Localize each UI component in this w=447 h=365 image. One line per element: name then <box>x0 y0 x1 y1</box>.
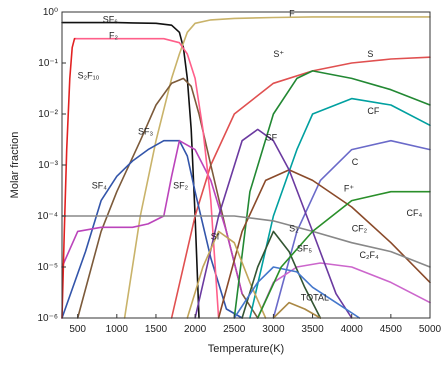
y-tick-label: 10⁻² <box>38 109 58 120</box>
x-tick-label: 2000 <box>184 324 207 335</box>
series-label: S₂F₁₀ <box>78 70 100 80</box>
series-label: SF <box>266 133 278 143</box>
series-line <box>241 230 322 319</box>
series-label: CF₄ <box>407 208 423 218</box>
series-line <box>61 215 431 268</box>
plot-background <box>62 12 430 318</box>
series-label: C <box>352 157 359 167</box>
series-label: F⁺ <box>344 184 354 194</box>
series-label: CF₂ <box>352 223 368 233</box>
y-tick-label: 10⁻⁴ <box>37 211 58 222</box>
series-line <box>272 139 431 319</box>
series-line <box>61 37 77 319</box>
y-tick-label: 10⁻⁵ <box>37 262 58 273</box>
series-label: F₂ <box>109 31 118 41</box>
series-layer <box>61 16 431 319</box>
series-label: S₂ <box>289 223 299 233</box>
series-line <box>186 230 267 319</box>
series-label: SF₃ <box>138 126 154 136</box>
y-tick-label: 10⁻⁶ <box>37 313 58 324</box>
series-label: SF₅ <box>297 244 313 254</box>
series-line <box>256 190 431 319</box>
series-line <box>249 97 431 319</box>
series-label: TOTAL <box>301 293 329 303</box>
x-tick-label: 500 <box>69 324 86 335</box>
series-line <box>170 56 431 319</box>
series-label: SF₂ <box>173 180 189 190</box>
y-axis-title: Molar fraction <box>9 132 21 199</box>
series-labels-layer: SF₆ F S SF₃ SF₄ SF₂ S₂F₁₀ F₂ S⁺ CF C CF₂ CF₄ C₂F₄ SF Sf… <box>78 8 423 302</box>
x-tick-label: 1500 <box>145 324 168 335</box>
x-tick-label: 4000 <box>341 324 364 335</box>
series-line <box>233 266 361 319</box>
series-line <box>217 169 431 319</box>
y-tick-label: 10⁻³ <box>38 160 58 171</box>
y-tick-label: 10⁰ <box>43 7 58 18</box>
series-label: C₂F₄ <box>360 250 379 260</box>
series-label: SF₆ <box>103 15 119 25</box>
series-label: Sf <box>211 231 220 241</box>
series-label: CF <box>367 106 379 116</box>
series-line <box>233 70 431 319</box>
series-label: F <box>289 8 295 18</box>
series-line <box>61 139 243 319</box>
x-tick-label: 2500 <box>223 324 246 335</box>
y-axis-ticks: 10⁰ 10⁻¹ 10⁻² 10⁻³ 10⁻⁴ 10⁻⁵ 10⁻⁶ <box>37 7 66 324</box>
x-axis-title: Temperature(K) <box>208 343 284 355</box>
x-tick-label: 1000 <box>106 324 129 335</box>
series-line <box>75 37 220 319</box>
x-tick-label: 5000 <box>419 324 442 335</box>
series-label: S <box>367 49 373 59</box>
x-tick-label: 4500 <box>380 324 403 335</box>
series-line <box>123 16 431 319</box>
x-axis-ticks: 500 1000 1500 2000 2500 3000 3500 4000 4500 5000 <box>69 314 442 335</box>
x-tick-label: 3500 <box>301 324 324 335</box>
series-line <box>194 128 353 319</box>
series-line <box>61 21 200 319</box>
series-label: S⁺ <box>273 49 284 59</box>
x-tick-label: 3000 <box>262 324 285 335</box>
series-line <box>272 301 322 319</box>
y-tick-label: 10⁻¹ <box>38 58 58 69</box>
series-label: SF₄ <box>92 180 108 190</box>
